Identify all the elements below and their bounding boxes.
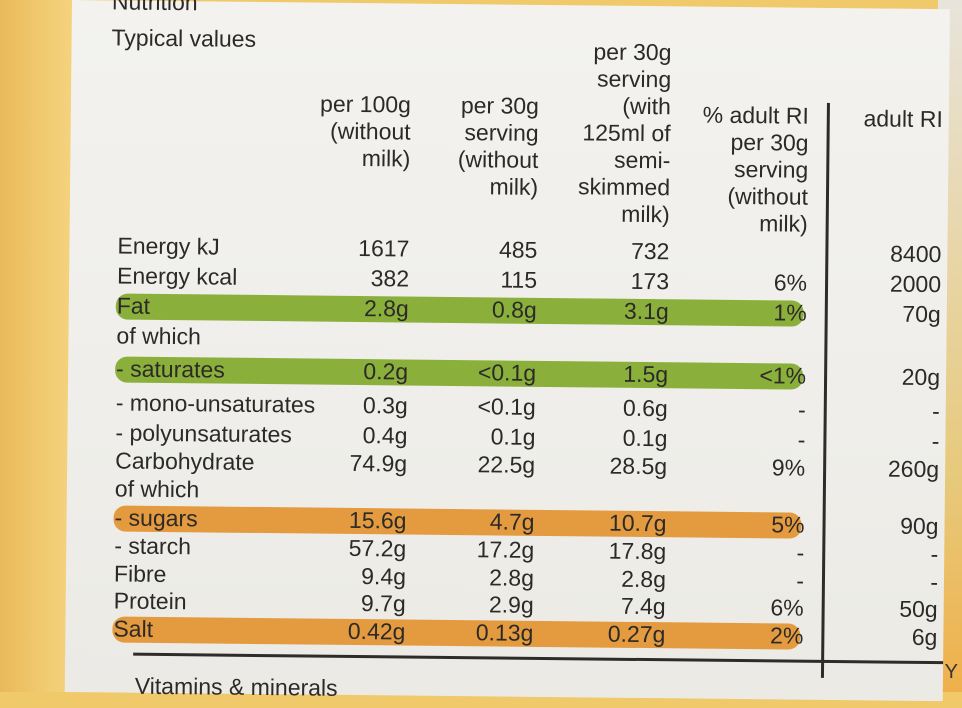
cell-adult-ri: 90g — [900, 512, 939, 540]
cell-per-30g-with-milk: 17.8g — [608, 537, 667, 565]
header-percent-adult-ri: % adult RI per 30g serving (without milk… — [702, 101, 809, 237]
cell-per-30g-with-milk: 28.5g — [609, 452, 668, 480]
cell-adult-ri: - — [931, 428, 940, 455]
row-label: Protein — [113, 587, 187, 615]
cell-percent-ri: 2% — [769, 622, 804, 649]
left-packaging-edge — [0, 0, 72, 692]
row-label: of which — [114, 475, 200, 503]
cell-per-100g: 15.6g — [348, 506, 407, 534]
cell-per-30g: 115 — [500, 266, 538, 293]
cell-adult-ri: 2000 — [889, 270, 942, 298]
cell-percent-ri: - — [797, 426, 806, 453]
cell-per-30g: <0.1g — [477, 393, 536, 420]
cell-per-100g: 0.4g — [362, 422, 408, 449]
panel-subtitle: Typical values — [111, 24, 257, 52]
cell-per-100g: 2.8g — [363, 295, 409, 322]
row-label: Fibre — [113, 560, 167, 588]
cell-per-30g-with-milk: 0.1g — [622, 424, 668, 452]
panel-title: Nutrition — [111, 0, 198, 16]
cell-per-30g-with-milk: 1.5g — [623, 360, 669, 388]
header-per-100g: per 100g (without milk) — [319, 90, 412, 172]
cell-percent-ri: - — [796, 567, 805, 594]
cell-per-100g: 9.7g — [360, 590, 406, 617]
edge-text: Y — [944, 661, 958, 683]
cell-per-30g-with-milk: 10.7g — [608, 509, 667, 537]
row-label: - mono-unsaturates — [115, 389, 316, 418]
row-highlight — [112, 616, 801, 650]
cell-per-30g: 4.7g — [489, 508, 535, 535]
cell-per-100g: 1617 — [358, 235, 410, 262]
cell-adult-ri: 50g — [899, 595, 938, 623]
cell-adult-ri: - — [931, 398, 940, 425]
cell-percent-ri: 6% — [770, 594, 804, 621]
cell-per-30g: 485 — [498, 236, 538, 263]
row-label: - sugars — [114, 504, 198, 532]
cell-adult-ri: - — [930, 541, 939, 568]
cell-per-30g-with-milk: 0.27g — [607, 620, 666, 648]
cell-per-100g: 57.2g — [348, 534, 407, 562]
row-highlight — [113, 505, 802, 539]
cell-per-100g: 0.42g — [347, 617, 406, 645]
cell-per-100g: 9.4g — [361, 563, 407, 590]
cell-per-30g: 2.9g — [488, 591, 534, 618]
cell-per-30g-with-milk: 732 — [630, 237, 670, 265]
cell-adult-ri: 70g — [902, 300, 941, 328]
row-highlight — [115, 293, 804, 327]
cell-per-30g: <0.1g — [477, 359, 537, 386]
cell-per-30g-with-milk: 2.8g — [621, 565, 667, 593]
cell-adult-ri: 8400 — [890, 240, 942, 268]
cell-per-30g-with-milk: 3.1g — [623, 297, 669, 325]
header-per-30g-without-milk: per 30g serving (without milk) — [457, 92, 540, 200]
nutrition-panel: Nutrition Typical values per 100g (witho… — [64, 0, 950, 702]
cell-per-100g: 382 — [370, 265, 410, 292]
cell-adult-ri: 20g — [901, 363, 941, 391]
cell-percent-ri: 6% — [773, 269, 808, 296]
cell-percent-ri: 9% — [771, 454, 806, 481]
row-label: of which — [116, 322, 201, 350]
cell-per-30g: 0.8g — [491, 296, 537, 323]
row-label: Fat — [116, 292, 151, 319]
row-label: Energy kcal — [116, 262, 238, 290]
row-label: - polyunsaturates — [115, 419, 293, 448]
nutrition-table: Energy kJ 1617 485 732 8400 Energy kcal 382 115… — [72, 0, 950, 650]
cell-per-30g: 22.5g — [477, 451, 536, 478]
cell-per-30g: 17.2g — [476, 536, 535, 563]
row-label: - starch — [114, 532, 192, 560]
cell-per-100g: 0.3g — [362, 392, 408, 419]
cell-adult-ri: - — [930, 569, 939, 596]
row-label: Carbohydrate — [115, 447, 255, 475]
footer-section-title: Vitamins & minerals — [134, 672, 338, 701]
cell-percent-ri: 5% — [771, 511, 805, 538]
cell-percent-ri: 1% — [773, 299, 807, 326]
row-label: Energy kJ — [117, 232, 220, 260]
cell-per-30g: 0.13g — [475, 619, 534, 646]
cell-per-30g: 0.1g — [490, 423, 536, 450]
row-label: Salt — [113, 615, 154, 642]
cell-percent-ri: - — [796, 539, 805, 566]
cell-per-100g: 74.9g — [349, 449, 408, 477]
cell-adult-ri: 6g — [911, 623, 938, 651]
cell-percent-ri: <1% — [759, 362, 807, 389]
column-divider — [820, 102, 830, 678]
cell-per-30g-with-milk: 173 — [630, 267, 670, 295]
cell-percent-ri: - — [797, 396, 806, 423]
cell-adult-ri: 260g — [887, 455, 940, 483]
cell-per-100g: 0.2g — [363, 358, 409, 385]
header-per-30g-with-milk: per 30g serving (with 125ml of semi- ski… — [577, 38, 672, 228]
cell-per-30g-with-milk: 7.4g — [620, 592, 666, 620]
cell-per-30g: 2.8g — [489, 564, 535, 591]
cell-per-30g-with-milk: 0.6g — [622, 394, 668, 422]
header-adult-ri: adult RI — [863, 105, 943, 133]
row-label: - saturates — [116, 355, 225, 383]
